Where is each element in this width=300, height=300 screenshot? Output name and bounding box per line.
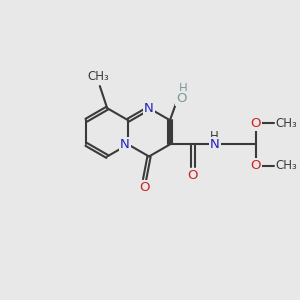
Text: CH₃: CH₃ <box>88 70 109 83</box>
Text: O: O <box>250 117 261 130</box>
Text: O: O <box>176 92 186 105</box>
Text: O: O <box>140 181 150 194</box>
Text: N: N <box>144 102 154 115</box>
Text: O: O <box>188 169 198 182</box>
Text: O: O <box>250 159 261 172</box>
Text: H: H <box>210 130 219 142</box>
Text: N: N <box>120 138 129 151</box>
Text: N: N <box>210 139 220 152</box>
Text: CH₃: CH₃ <box>275 159 297 172</box>
Text: CH₃: CH₃ <box>275 117 297 130</box>
Text: H: H <box>179 82 188 95</box>
